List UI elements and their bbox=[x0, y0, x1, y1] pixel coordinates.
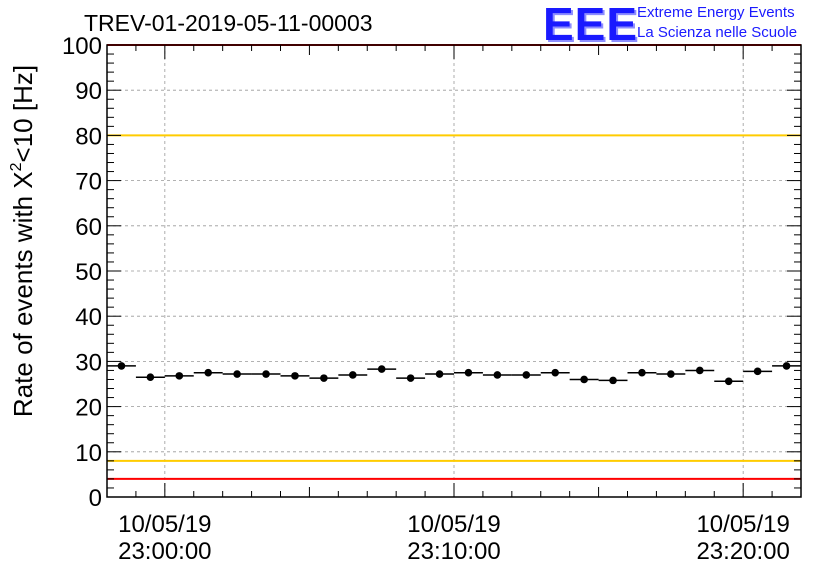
x-tick-label-time: 23:20:00 bbox=[696, 538, 789, 565]
y-tick-label: 30 bbox=[75, 349, 102, 376]
data-point bbox=[348, 371, 357, 379]
data-point bbox=[493, 371, 502, 379]
data-point bbox=[667, 370, 675, 378]
chart-title: TREV-01-2019-05-11-00003 bbox=[84, 10, 373, 36]
y-tick-label: 70 bbox=[75, 169, 102, 196]
axis-ticks bbox=[106, 44, 802, 498]
data-point bbox=[551, 368, 560, 377]
data-point bbox=[146, 373, 155, 382]
eee-logo: EEE Extreme Energy Events La Scienza nel… bbox=[543, 0, 828, 50]
data-point bbox=[233, 370, 241, 378]
data-point bbox=[204, 368, 213, 377]
data-point bbox=[320, 374, 328, 382]
y-axis-label: Rate of events with X2<10 [Hz] bbox=[8, 65, 38, 417]
x-tick-label-time: 23:10:00 bbox=[407, 538, 500, 565]
y-tick-label: 0 bbox=[89, 485, 102, 512]
y-tick-label: 90 bbox=[75, 78, 102, 105]
y-tick-label: 100 bbox=[62, 33, 102, 60]
y-tick-label: 80 bbox=[75, 123, 102, 150]
data-point bbox=[435, 370, 444, 378]
data-point bbox=[406, 374, 415, 382]
data-point bbox=[175, 372, 184, 380]
y-axis-label-base: Rate of events with X bbox=[8, 171, 38, 417]
data-point bbox=[638, 368, 646, 377]
y-axis-label-superscript: 2 bbox=[8, 162, 25, 171]
plot-frame bbox=[106, 44, 802, 498]
y-axis-label-tail: <10 [Hz] bbox=[8, 65, 38, 163]
data-point bbox=[262, 370, 270, 378]
axis-labels: 010203040506070809010010/05/1923:00:0010… bbox=[62, 33, 790, 565]
data-point bbox=[609, 376, 617, 385]
x-tick-label-date: 10/05/19 bbox=[118, 511, 211, 538]
data-point bbox=[753, 367, 762, 376]
data-point bbox=[580, 375, 588, 384]
x-tick-label-date: 10/05/19 bbox=[696, 511, 789, 538]
data-point bbox=[117, 362, 126, 370]
data-point bbox=[464, 368, 473, 377]
logo-mark: EEE bbox=[543, 0, 639, 50]
grid-lines bbox=[107, 45, 801, 497]
y-tick-label: 60 bbox=[75, 214, 102, 241]
data-point bbox=[724, 377, 733, 386]
y-tick-label: 50 bbox=[75, 259, 102, 286]
y-tick-label: 20 bbox=[75, 395, 102, 422]
data-points bbox=[107, 362, 801, 386]
data-point bbox=[522, 371, 531, 379]
y-tick-label: 10 bbox=[75, 440, 102, 467]
data-point bbox=[782, 362, 791, 370]
data-point bbox=[695, 366, 704, 375]
y-tick-label: 40 bbox=[75, 304, 102, 331]
data-point bbox=[291, 372, 299, 380]
x-tick-label-time: 23:00:00 bbox=[118, 538, 211, 565]
logo-line-1: Extreme Energy Events bbox=[637, 4, 795, 21]
logo-line-2: La Scienza nelle Scuole bbox=[637, 24, 798, 41]
x-tick-label-date: 10/05/19 bbox=[407, 511, 500, 538]
data-point bbox=[377, 365, 386, 373]
